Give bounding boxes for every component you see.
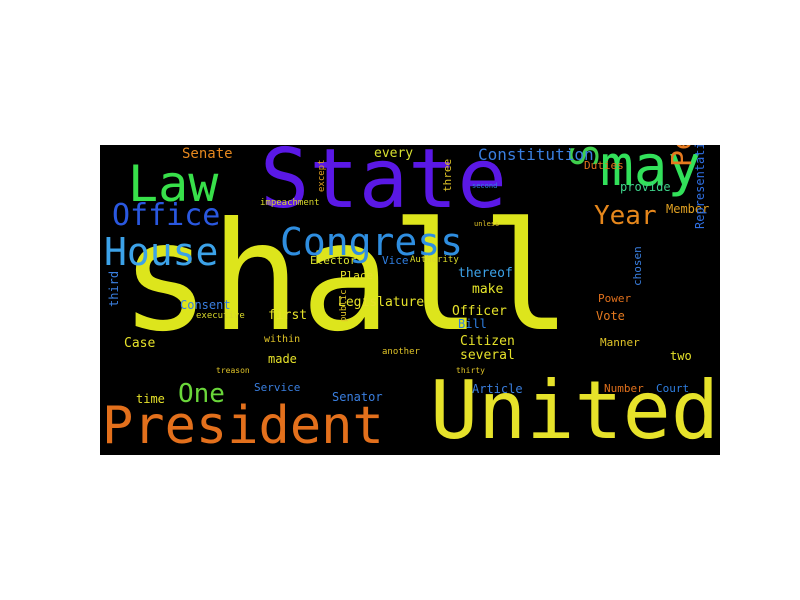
word-representative: Representative: [693, 145, 707, 229]
word-law: Law: [128, 155, 219, 213]
word-consent: Consent: [180, 298, 231, 312]
word-person: Person: [665, 145, 698, 167]
word-united: United: [430, 364, 719, 455]
word-citizen: Citizen: [460, 334, 515, 349]
word-third: third: [107, 270, 121, 307]
word-officer: Officer: [452, 304, 507, 319]
word-vice: Vice: [382, 254, 409, 267]
word-place: Place: [340, 269, 374, 282]
word-treason: treason: [216, 366, 250, 375]
word-congress: Congress: [280, 220, 464, 264]
word-power: Power: [598, 292, 632, 305]
word-constitution: Constitution: [478, 145, 594, 164]
word-elector: Elector: [310, 254, 357, 267]
word-bill: Bill: [458, 317, 487, 331]
word-office: Office: [112, 198, 221, 233]
word-vote: Vote: [596, 309, 625, 323]
word-authority: Authority: [410, 255, 459, 265]
word-president: President: [102, 396, 384, 455]
word-executive: executive: [196, 311, 245, 321]
word-article: Article: [472, 382, 523, 396]
word-public: public: [339, 289, 349, 322]
word-case: Case: [124, 336, 156, 351]
word-provide: provide: [620, 180, 671, 194]
word-two: two: [670, 349, 692, 363]
word-senator: Senator: [332, 390, 383, 404]
word-house: House: [104, 230, 219, 274]
word-second: second: [472, 182, 498, 190]
word-number: Number: [604, 382, 644, 395]
word-first: first: [268, 308, 308, 323]
word-except: except: [317, 159, 327, 192]
word-make: make: [472, 282, 504, 297]
word-duties: Duties: [584, 159, 624, 172]
word-shall: shall: [120, 191, 572, 365]
word-senate: Senate: [182, 146, 233, 162]
word-member: Member: [666, 202, 710, 216]
word-time: time: [136, 392, 165, 406]
word-made: made: [268, 352, 297, 366]
word-manner: Manner: [600, 336, 640, 349]
word-may: may: [600, 145, 702, 199]
word-three: three: [441, 158, 454, 192]
word-one: One: [178, 379, 225, 409]
word-several: several: [460, 348, 515, 363]
word-state: State: [260, 145, 507, 227]
word-year: Year: [594, 201, 657, 231]
word-cloud: shall State United President may Law Con…: [100, 145, 720, 455]
word-another: another: [382, 347, 420, 357]
word-legislature: Legislature: [338, 295, 425, 310]
word-court: Court: [656, 382, 690, 395]
word-thereof: thereof: [458, 266, 513, 281]
word-thirty: thirty: [456, 366, 485, 375]
word-unless: unless: [474, 220, 500, 228]
word-impeachment: impeachment: [260, 198, 320, 208]
word-service: Service: [254, 381, 301, 394]
word-within: within: [264, 334, 301, 345]
word-chosen: chosen: [631, 246, 644, 286]
word-every: every: [374, 146, 414, 161]
